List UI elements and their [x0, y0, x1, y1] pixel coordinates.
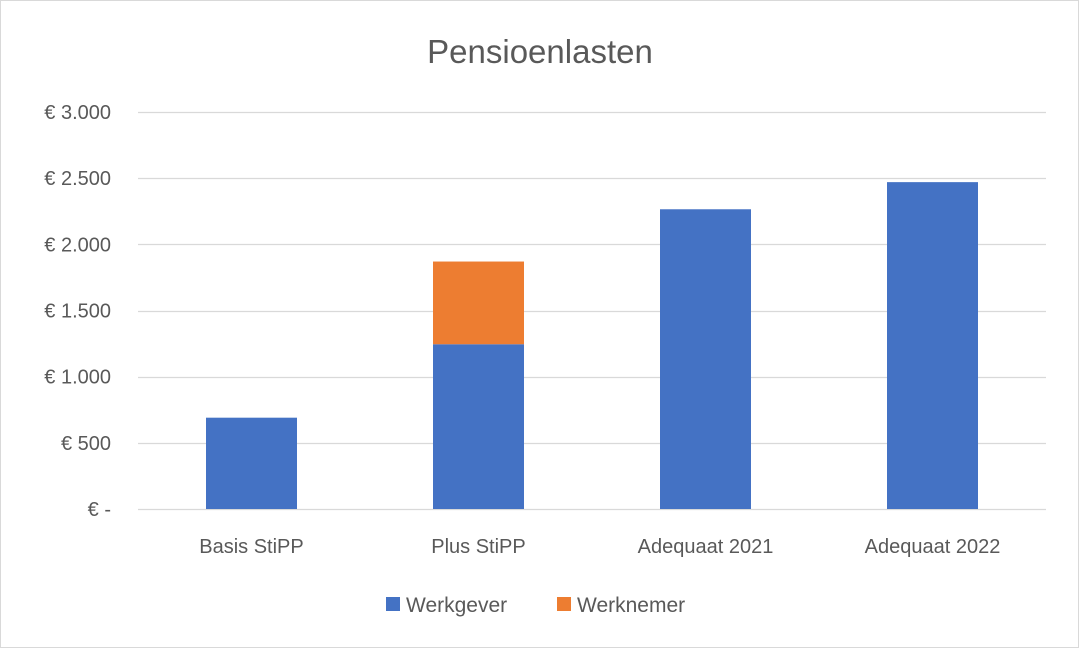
y-tick-label: € 1.000 — [44, 367, 111, 389]
legend-swatch-werknemer — [557, 597, 571, 611]
x-tick-label: Adequaat 2022 — [865, 536, 1001, 558]
bar-werkgever — [660, 209, 751, 509]
chart-title: Pensioenlasten — [427, 33, 653, 70]
bars — [206, 182, 978, 510]
y-tick-label: € - — [88, 499, 111, 521]
x-tick-label: Plus StiPP — [431, 536, 525, 558]
bar-werkgever — [206, 417, 297, 509]
y-tick-label: € 3.000 — [44, 102, 111, 124]
legend: Werkgever Werknemer — [386, 594, 685, 617]
x-tick-label: Adequaat 2021 — [638, 536, 774, 558]
bar-werkgever — [887, 182, 978, 510]
x-axis-tick-labels: Basis StiPP Plus StiPP Adequaat 2021 Adequa… — [199, 536, 1000, 558]
legend-swatch-werkgever — [386, 597, 400, 611]
y-tick-label: € 2.000 — [44, 234, 111, 256]
y-tick-label: € 1.500 — [44, 301, 111, 323]
legend-label-werkgever: Werkgever — [406, 594, 507, 617]
x-tick-label: Basis StiPP — [199, 536, 303, 558]
y-tick-label: € 500 — [61, 433, 111, 455]
bar-werkgever — [433, 344, 524, 509]
bar-werknemer — [433, 261, 524, 345]
y-tick-label: € 2.500 — [44, 168, 111, 190]
y-axis-tick-labels: € - € 500 € 1.000 € 1.500 € 2.000 € 2.500 € 3.… — [44, 102, 111, 521]
legend-label-werknemer: Werknemer — [577, 594, 685, 617]
